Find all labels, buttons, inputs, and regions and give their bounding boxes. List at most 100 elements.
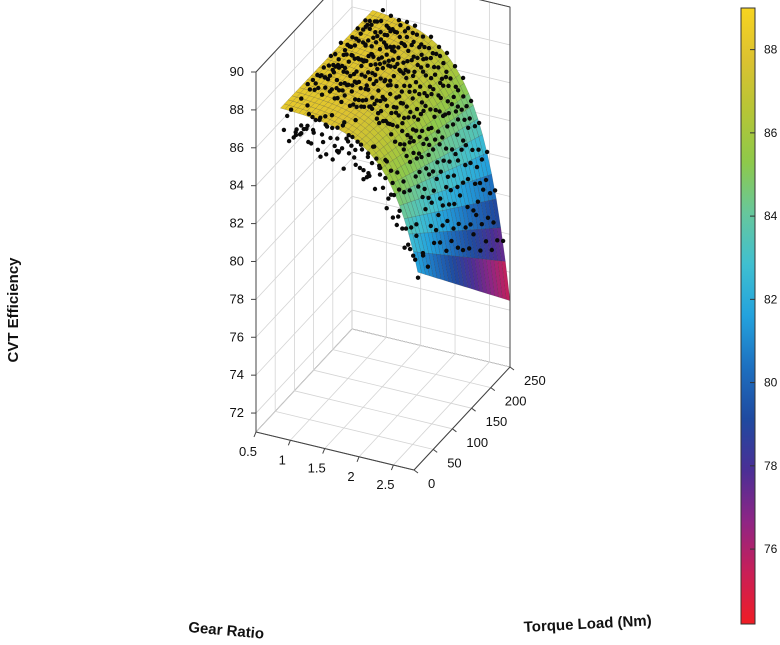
data-point (396, 187, 402, 192)
x-tick-mark (322, 448, 326, 454)
data-point (429, 91, 434, 97)
data-point (405, 132, 410, 138)
data-point (472, 181, 478, 186)
data-point (354, 36, 359, 41)
data-point (388, 91, 393, 97)
data-point (401, 42, 407, 47)
data-point (419, 42, 424, 47)
data-point (383, 118, 388, 124)
data-point (492, 188, 498, 193)
data-point (352, 43, 358, 48)
data-point (409, 225, 414, 230)
data-point (452, 201, 457, 207)
data-point (310, 114, 315, 120)
data-point (404, 34, 410, 40)
data-point (316, 85, 321, 91)
data-point (402, 245, 407, 250)
data-point (315, 147, 321, 152)
data-point (407, 159, 413, 165)
data-point (422, 186, 427, 192)
data-point (376, 88, 381, 93)
efficiency-surface (280, 10, 511, 301)
data-point (384, 52, 389, 57)
data-point (305, 123, 310, 128)
x-grid-line (255, 328, 353, 433)
data-point (420, 34, 426, 39)
data-point (426, 152, 431, 158)
data-point (318, 115, 323, 121)
data-point (437, 53, 443, 59)
data-point (410, 96, 415, 101)
data-point (299, 123, 304, 128)
data-point (369, 44, 374, 49)
data-point (451, 94, 456, 100)
data-point (392, 64, 398, 70)
data-point (445, 99, 450, 104)
data-point (344, 52, 349, 57)
data-point (391, 44, 396, 49)
x-tick-label: 1 (279, 452, 286, 467)
data-point (433, 227, 439, 233)
data-point (466, 125, 471, 130)
data-point (377, 165, 382, 171)
data-point (378, 76, 383, 81)
data-point (415, 117, 421, 122)
data-point (427, 142, 432, 148)
data-point (368, 104, 373, 109)
data-point (456, 221, 461, 227)
data-point (450, 122, 456, 127)
z-grid-line (255, 271, 353, 376)
z-axis-label: CVT Efficiency (5, 257, 22, 363)
data-point (313, 117, 318, 123)
data-point (438, 196, 443, 201)
surface-facet (428, 253, 438, 279)
data-point (412, 89, 417, 94)
x-tick-mark (390, 464, 394, 471)
data-point (342, 48, 348, 53)
surface-facet (455, 256, 465, 287)
data-point (463, 162, 468, 168)
data-point (352, 79, 357, 84)
colorbar-tick-label: 80 (764, 376, 778, 390)
y-tick-label: 100 (466, 435, 488, 450)
data-point (388, 13, 394, 18)
data-point (318, 154, 323, 159)
data-point (446, 111, 451, 116)
data-point (438, 95, 443, 101)
data-point (423, 103, 428, 109)
data-point (328, 53, 334, 59)
data-point (424, 93, 430, 99)
y-tick-label: 0 (428, 476, 435, 491)
data-point (388, 82, 393, 88)
data-point (390, 57, 396, 62)
data-point (420, 194, 425, 200)
data-point (434, 176, 439, 182)
data-point (375, 66, 380, 72)
data-point (366, 38, 371, 43)
data-point (364, 83, 369, 88)
z-grid-line (351, 309, 511, 349)
data-point (306, 111, 312, 117)
data-point (344, 136, 349, 141)
data-point (407, 89, 412, 95)
data-point (400, 226, 405, 231)
data-point (418, 65, 424, 70)
data-point (481, 187, 486, 192)
data-point (476, 147, 481, 152)
surface-facet (466, 257, 476, 291)
y-tick-mark (452, 428, 457, 433)
data-point (336, 57, 341, 62)
data-point (484, 149, 490, 155)
data-point (330, 157, 335, 162)
data-point (350, 53, 355, 58)
data-point (330, 67, 335, 73)
x-tick-label: 2 (347, 469, 354, 484)
data-point (373, 62, 378, 67)
data-point (411, 54, 416, 59)
data-point (440, 223, 445, 228)
data-point (400, 121, 405, 126)
data-point (415, 275, 421, 280)
data-point (342, 65, 348, 71)
data-point (338, 40, 344, 45)
